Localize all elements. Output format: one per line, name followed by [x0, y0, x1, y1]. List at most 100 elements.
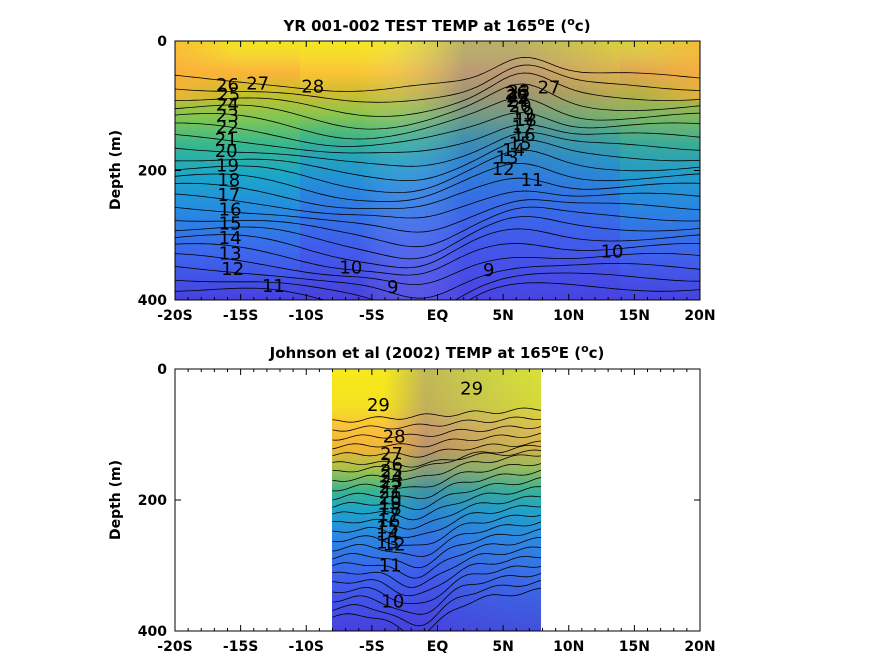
x-tick-label: EQ [427, 639, 449, 655]
contour-line [332, 444, 541, 473]
panel-title: Johnson et al (2002) TEMP at 165oE (oc) [269, 342, 605, 363]
contour-label: 12 [492, 159, 515, 180]
contour-line [175, 112, 700, 147]
contour-line [332, 454, 541, 482]
y-tick-label: 0 [157, 34, 167, 50]
contour-line [332, 573, 541, 615]
contour-line [332, 514, 541, 546]
contour-label: 13 [496, 148, 519, 169]
contour-label: 20 [379, 488, 402, 509]
contour-label: 12 [221, 259, 244, 280]
contour-line [175, 56, 700, 92]
y-tick-label: 400 [138, 293, 167, 309]
contour-label: 16 [377, 511, 400, 532]
contour-label: 14 [376, 525, 399, 546]
contour-label: 11 [379, 556, 402, 577]
x-tick-label: 20N [684, 639, 715, 655]
contour-line [175, 272, 700, 300]
contour-label: 17 [511, 117, 534, 138]
x-tick-label: 15N [619, 308, 650, 324]
panel-title: YR 001-002 TEST TEMP at 165oE (oc) [282, 15, 590, 36]
contour-label: 11 [521, 170, 544, 191]
contour-label: 20 [509, 96, 532, 117]
x-tick-label: -10S [289, 639, 324, 655]
contour-label: 12 [383, 535, 406, 556]
contour-line [332, 425, 541, 441]
contour-line [175, 282, 700, 300]
y-axis-label: Depth (m) [108, 460, 124, 540]
contour-label: 23 [380, 472, 403, 493]
x-tick-label: -5S [359, 639, 385, 655]
contour-label: 26 [380, 455, 403, 476]
contour-label: 27 [246, 74, 269, 95]
contour-label: 18 [514, 110, 537, 131]
contour-label: 9 [483, 260, 494, 281]
contour-line [332, 477, 541, 511]
contour-label: 21 [507, 91, 530, 112]
x-tick-label: EQ [427, 308, 449, 324]
contour-label: 15 [376, 518, 399, 539]
contour-line [175, 139, 700, 182]
contour-label: 22 [379, 477, 402, 498]
y-tick-label: 200 [138, 493, 167, 509]
contour-label: 15 [509, 133, 532, 154]
contour-line [332, 495, 541, 530]
contour-label: 19 [216, 155, 239, 176]
contour-label: 20 [215, 141, 238, 162]
contour-label: 13 [376, 533, 399, 554]
contour-label: 18 [379, 499, 402, 520]
contour-line [175, 72, 700, 117]
x-tick-label: 15N [619, 639, 650, 655]
contour-label: 18 [217, 170, 240, 191]
contour-line [175, 206, 700, 248]
y-tick-label: 400 [138, 624, 167, 640]
contour-label: 25 [506, 87, 529, 108]
contour-label: 23 [507, 82, 530, 103]
contour-line [332, 463, 541, 492]
panel-observed-temperature: Johnson et al (2002) TEMP at 165oE (oc) … [108, 342, 716, 656]
x-tick-label: -20S [157, 308, 192, 324]
axis-ticks: -20S -15S -10S -5S EQ 5N 10N 15N 20N 0 200 400 [138, 34, 716, 324]
contour-line [332, 407, 541, 423]
x-tick-label: 10N [553, 639, 584, 655]
contour-line [332, 416, 541, 432]
contour-labels: 29 29 282726252423222120191817161514131211… [367, 379, 483, 613]
x-tick-label: 20N [684, 308, 715, 324]
x-tick-label: -5S [359, 308, 385, 324]
contour-label: 26 [505, 83, 528, 104]
contour-label: 24 [380, 466, 403, 487]
x-tick-label: -15S [223, 639, 258, 655]
contour-line [332, 546, 541, 588]
contour-line [332, 521, 541, 557]
contour-label: 9 [387, 277, 398, 298]
contour-label: 19 [379, 493, 402, 514]
contour-label: 19 [511, 104, 534, 125]
contour-label: 29 [367, 395, 390, 416]
contour-line [175, 64, 700, 103]
contour-line [175, 242, 700, 276]
contour-label: 26 [216, 75, 239, 96]
contour-line [175, 83, 700, 130]
contour-label: 11 [262, 276, 285, 297]
contour-label: 10 [601, 241, 624, 262]
contour-label: 22 [216, 117, 239, 138]
contour-label: 25 [217, 85, 240, 106]
contour-line [175, 199, 700, 233]
contour-label: 15 [219, 214, 242, 235]
contour-label: 22 [507, 85, 530, 106]
contour-label: 14 [219, 228, 242, 249]
contour-line [332, 528, 541, 569]
x-tick-label: -15S [223, 308, 258, 324]
contour-label: 21 [379, 482, 402, 503]
contour-line [175, 190, 700, 219]
contour-label: 28 [301, 76, 324, 97]
contour-label: 14 [502, 140, 525, 161]
contour-line [175, 252, 700, 286]
contour-lines [332, 407, 541, 631]
y-tick-label: 0 [157, 362, 167, 378]
contour-line [332, 579, 541, 627]
contour-line [175, 162, 700, 202]
contour-line [175, 228, 700, 269]
contour-label: 29 [460, 379, 483, 400]
contour-line [332, 486, 541, 521]
